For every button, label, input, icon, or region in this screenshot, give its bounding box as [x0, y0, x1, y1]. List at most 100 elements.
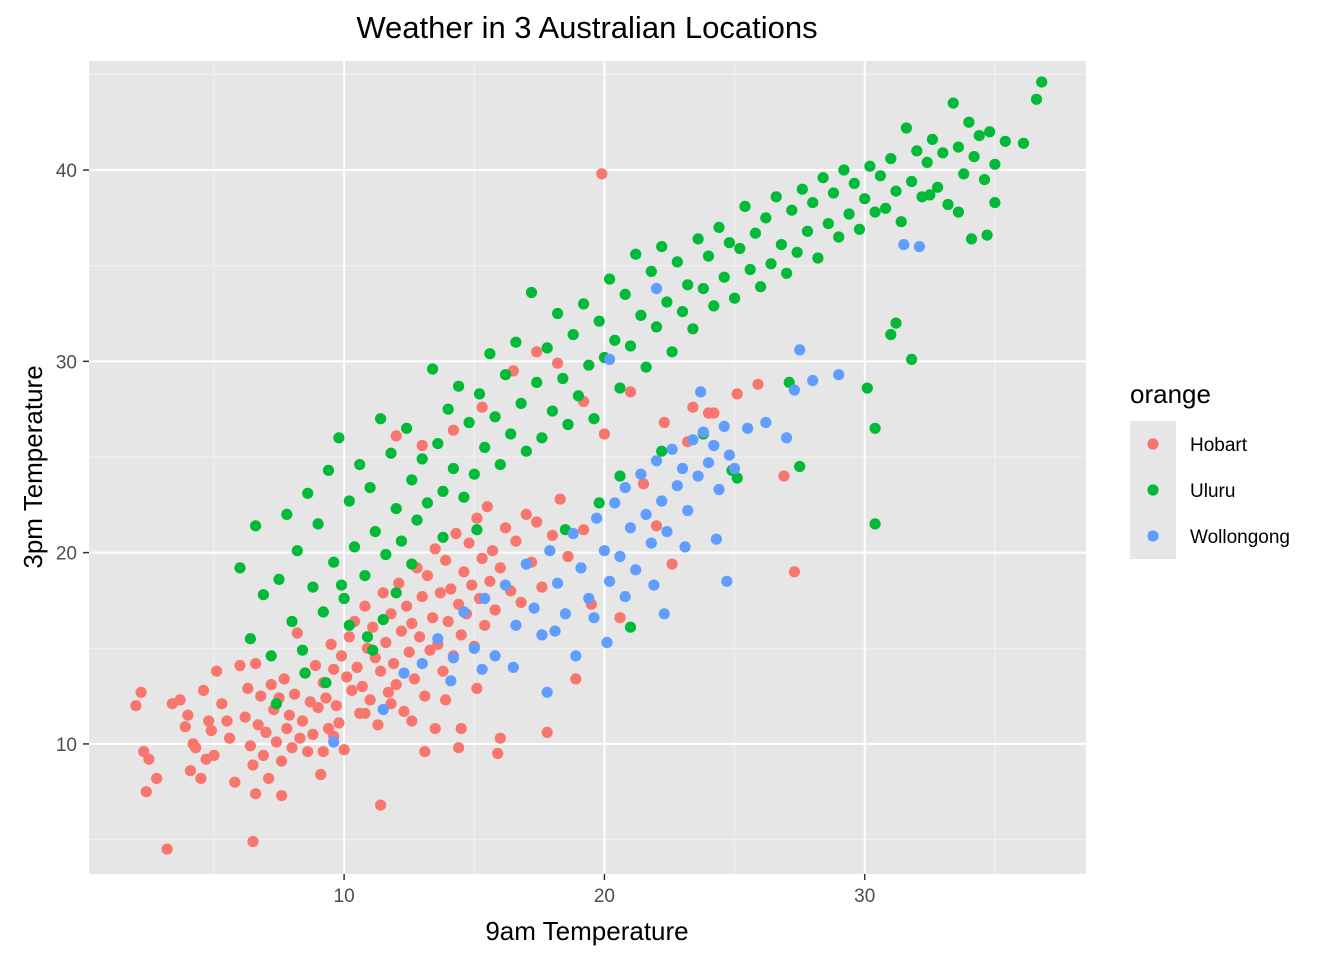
- data-point: [671, 256, 683, 268]
- data-point: [635, 468, 647, 480]
- data-point: [244, 633, 256, 645]
- data-point: [265, 650, 277, 662]
- data-point: [713, 483, 725, 496]
- data-point: [221, 715, 233, 727]
- data-point: [531, 376, 543, 388]
- data-point: [817, 172, 829, 184]
- data-point: [614, 382, 626, 394]
- data-point: [614, 550, 626, 563]
- data-point: [203, 715, 215, 727]
- data-point: [687, 323, 699, 335]
- data-point: [973, 130, 985, 142]
- data-point: [328, 663, 340, 675]
- data-point: [718, 271, 730, 283]
- data-point: [692, 470, 704, 482]
- data-point: [645, 265, 657, 277]
- data-point: [270, 698, 282, 710]
- data-point: [458, 606, 470, 618]
- data-point: [463, 416, 475, 429]
- data-point: [885, 153, 897, 165]
- data-point: [304, 696, 316, 708]
- data-point: [765, 258, 777, 270]
- data-point: [885, 329, 897, 341]
- data-point: [263, 772, 275, 785]
- data-point: [697, 283, 709, 295]
- data-point: [791, 246, 803, 258]
- data-point: [778, 470, 790, 482]
- data-point: [377, 587, 389, 599]
- data-point: [458, 566, 470, 578]
- data-point: [697, 426, 709, 438]
- data-point: [676, 306, 689, 318]
- data-point: [328, 736, 340, 748]
- data-point: [455, 723, 467, 735]
- data-point: [505, 428, 517, 440]
- data-point: [637, 478, 650, 490]
- data-point: [427, 612, 439, 624]
- data-point: [541, 686, 553, 698]
- data-point: [197, 684, 210, 697]
- data-point: [947, 97, 959, 109]
- data-point: [557, 372, 569, 385]
- data-point: [614, 470, 626, 482]
- data-point: [343, 495, 355, 507]
- data-point: [812, 252, 824, 264]
- legend-label-uluru: Uluru: [1190, 481, 1235, 502]
- data-point: [276, 790, 288, 802]
- data-point: [317, 606, 329, 618]
- data-point: [520, 508, 532, 520]
- data-point: [250, 520, 262, 532]
- data-point: [440, 554, 452, 566]
- data-point: [531, 516, 543, 528]
- data-point: [484, 575, 496, 587]
- data-point: [752, 378, 764, 390]
- data-point: [398, 705, 410, 718]
- y-tick-label: 30: [56, 352, 77, 373]
- data-point: [510, 619, 522, 631]
- data-point: [302, 746, 314, 758]
- data-point: [713, 221, 725, 233]
- data-point: [583, 359, 595, 371]
- data-point: [257, 749, 269, 762]
- series-wollongong: [328, 239, 926, 748]
- data-point: [570, 650, 582, 662]
- data-point: [541, 726, 553, 739]
- data-point: [604, 273, 616, 285]
- data-point: [554, 493, 566, 505]
- data-point: [447, 424, 459, 436]
- data-point: [898, 239, 910, 251]
- data-point: [494, 562, 506, 574]
- data-point: [317, 746, 329, 758]
- data-point: [721, 575, 733, 587]
- data-point: [395, 535, 407, 547]
- data-point: [411, 514, 423, 526]
- data-point: [515, 596, 527, 609]
- data-point: [900, 122, 913, 134]
- data-point: [364, 694, 376, 706]
- data-point: [536, 629, 548, 641]
- data-point: [760, 416, 772, 429]
- data-point: [453, 380, 465, 392]
- data-point: [708, 300, 720, 312]
- data-point: [942, 198, 954, 211]
- data-point: [978, 174, 991, 186]
- data-point: [343, 631, 355, 643]
- data-point: [296, 715, 309, 727]
- data-point: [507, 661, 519, 674]
- data-point: [609, 497, 621, 509]
- data-point: [708, 407, 720, 419]
- data-point: [552, 577, 564, 589]
- data-point: [476, 552, 488, 565]
- data-point: [455, 629, 467, 641]
- data-point: [291, 627, 303, 639]
- data-point: [541, 342, 553, 354]
- data-point: [492, 747, 504, 760]
- data-point: [926, 133, 939, 145]
- data-point: [650, 283, 663, 295]
- data-point: [257, 589, 269, 601]
- data-point: [494, 732, 506, 744]
- data-point: [244, 740, 256, 752]
- data-point: [205, 724, 217, 737]
- data-point: [838, 164, 850, 176]
